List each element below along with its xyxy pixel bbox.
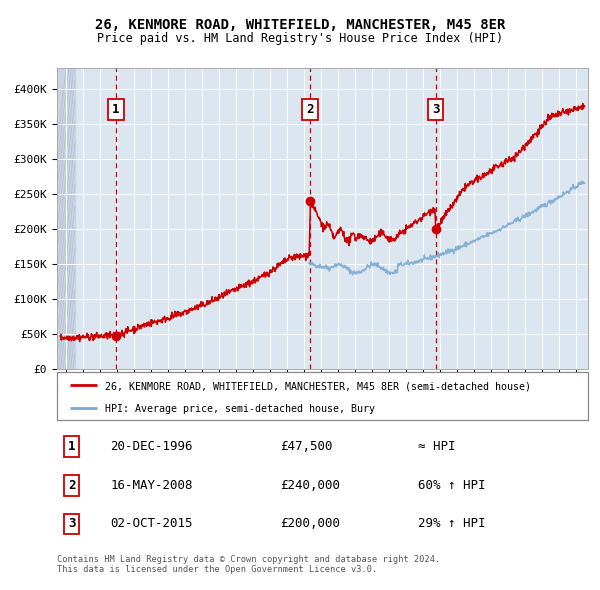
Text: £200,000: £200,000 (280, 517, 340, 530)
Text: 26, KENMORE ROAD, WHITEFIELD, MANCHESTER, M45 8ER (semi-detached house): 26, KENMORE ROAD, WHITEFIELD, MANCHESTER… (105, 381, 531, 391)
Text: 16-MAY-2008: 16-MAY-2008 (110, 478, 193, 492)
Text: Contains HM Land Registry data © Crown copyright and database right 2024.: Contains HM Land Registry data © Crown c… (57, 555, 440, 563)
Text: 1: 1 (112, 103, 120, 116)
Text: ≈ HPI: ≈ HPI (418, 440, 455, 453)
Text: 02-OCT-2015: 02-OCT-2015 (110, 517, 193, 530)
Text: 3: 3 (68, 517, 76, 530)
Text: 20-DEC-1996: 20-DEC-1996 (110, 440, 193, 453)
Text: HPI: Average price, semi-detached house, Bury: HPI: Average price, semi-detached house,… (105, 404, 375, 414)
Text: This data is licensed under the Open Government Licence v3.0.: This data is licensed under the Open Gov… (57, 565, 377, 574)
Text: 60% ↑ HPI: 60% ↑ HPI (418, 478, 485, 492)
Text: 29% ↑ HPI: 29% ↑ HPI (418, 517, 485, 530)
Bar (57, 68, 75, 369)
Text: 26, KENMORE ROAD, WHITEFIELD, MANCHESTER, M45 8ER: 26, KENMORE ROAD, WHITEFIELD, MANCHESTER… (95, 18, 505, 32)
Text: Price paid vs. HM Land Registry's House Price Index (HPI): Price paid vs. HM Land Registry's House … (97, 32, 503, 45)
Text: 2: 2 (68, 478, 76, 492)
Text: 2: 2 (307, 103, 314, 116)
Text: 1: 1 (68, 440, 76, 453)
Text: £240,000: £240,000 (280, 478, 340, 492)
Text: £47,500: £47,500 (280, 440, 332, 453)
Text: 3: 3 (432, 103, 439, 116)
